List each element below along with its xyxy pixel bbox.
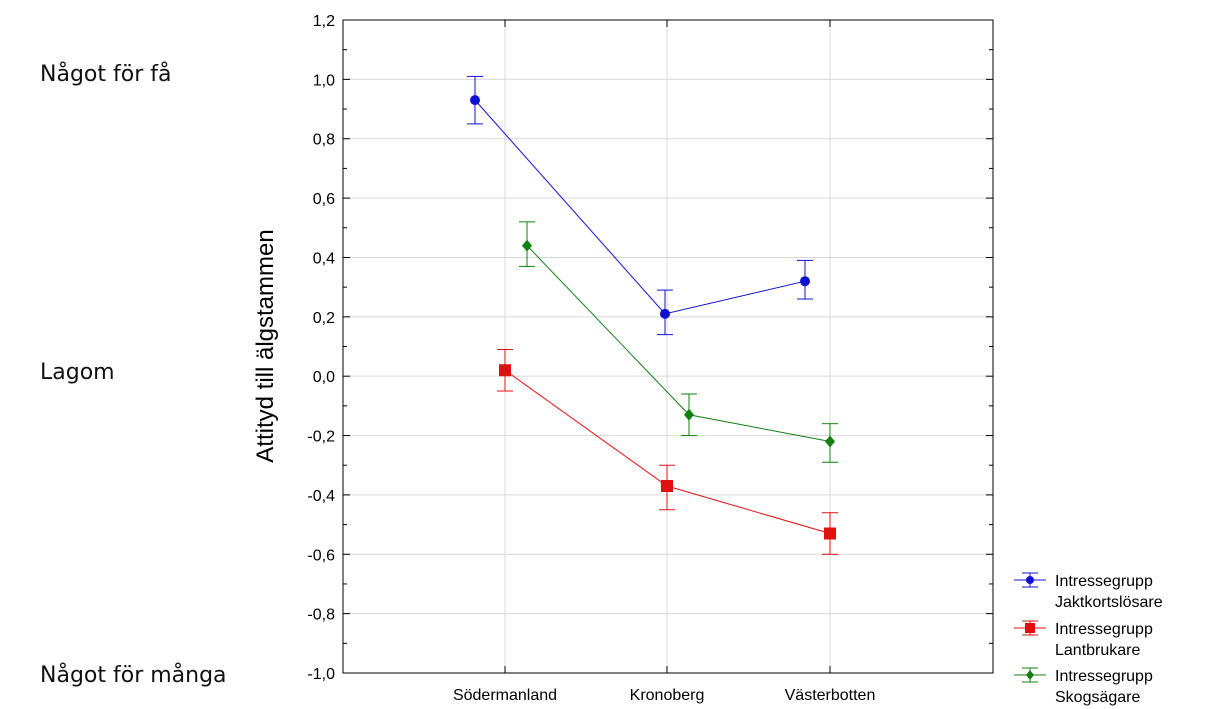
legend-entry-1: Intressegrupp Jaktkortslösare xyxy=(1014,572,1163,611)
data-point xyxy=(470,95,480,106)
x-tick-label: Södermanland xyxy=(453,687,557,704)
annotation-bottom: Något för många xyxy=(40,663,227,688)
data-point xyxy=(825,435,835,448)
data-point xyxy=(522,239,532,252)
y-axis-label: Attityd till älgstammen xyxy=(252,229,279,462)
grid xyxy=(343,20,993,673)
series-line xyxy=(526,245,831,442)
legend-label-line2: Skogsägare xyxy=(1055,689,1140,706)
x-tick-label: Västerbotten xyxy=(785,687,876,704)
annotation-top: Något för få xyxy=(40,62,172,87)
data-point xyxy=(1026,670,1034,680)
legend: IntressegruppJaktkortslösareIntressegrup… xyxy=(1014,572,1163,706)
y-tick-label: 0,8 xyxy=(313,132,335,149)
y-tick-label: 1,2 xyxy=(313,13,335,30)
y-tick-label: 0,4 xyxy=(313,250,335,267)
data-point xyxy=(800,276,810,287)
data-point xyxy=(684,408,694,421)
series-2 xyxy=(497,348,838,555)
data-point xyxy=(660,308,670,319)
series-1 xyxy=(467,75,813,336)
y-tick-label: -0,2 xyxy=(307,429,335,446)
plot-frame xyxy=(342,19,994,674)
x-tick-labels: Södermanland Kronoberg Västerbotten xyxy=(453,687,875,704)
y-tick-label: 1,0 xyxy=(313,72,335,89)
legend-entry-3: Intressegrupp Skogsägare xyxy=(1014,667,1153,706)
y-tick-labels: -1,0 -0,8 -0,6 -0,4 -0,2 0,0 0,2 0,4 0,6 0,8 1,0 1,… xyxy=(307,13,335,683)
x-tick-label: Kronoberg xyxy=(630,687,705,704)
data-point xyxy=(1026,576,1034,584)
legend-label-line2: Lantbrukare xyxy=(1055,642,1140,659)
series-line xyxy=(474,99,806,315)
y-tick-label: -0,6 xyxy=(307,547,335,564)
data-point xyxy=(661,480,673,493)
legend-label-line1: Intressegrupp xyxy=(1055,668,1153,685)
y-tick-label: -0,4 xyxy=(307,488,335,505)
y-tick-label: 0,6 xyxy=(313,191,335,208)
legend-label-line1: Intressegrupp xyxy=(1055,573,1153,590)
data-point xyxy=(824,527,836,540)
series-3 xyxy=(519,221,838,463)
legend-label-line2: Jaktkortslösare xyxy=(1055,594,1163,611)
y-tick-label: -1,0 xyxy=(307,666,335,683)
series-group xyxy=(467,75,838,555)
legend-entry-2: Intressegrupp Lantbrukare xyxy=(1014,620,1153,659)
annotation-middle: Lagom xyxy=(40,360,115,385)
y-tick-label: 0,0 xyxy=(313,369,335,386)
y-tick-label: 0,2 xyxy=(313,310,335,327)
legend-label-line1: Intressegrupp xyxy=(1055,621,1153,638)
data-point xyxy=(499,364,511,377)
data-point xyxy=(1025,623,1035,633)
ticks xyxy=(343,19,993,674)
y-tick-label: -0,8 xyxy=(307,607,335,624)
